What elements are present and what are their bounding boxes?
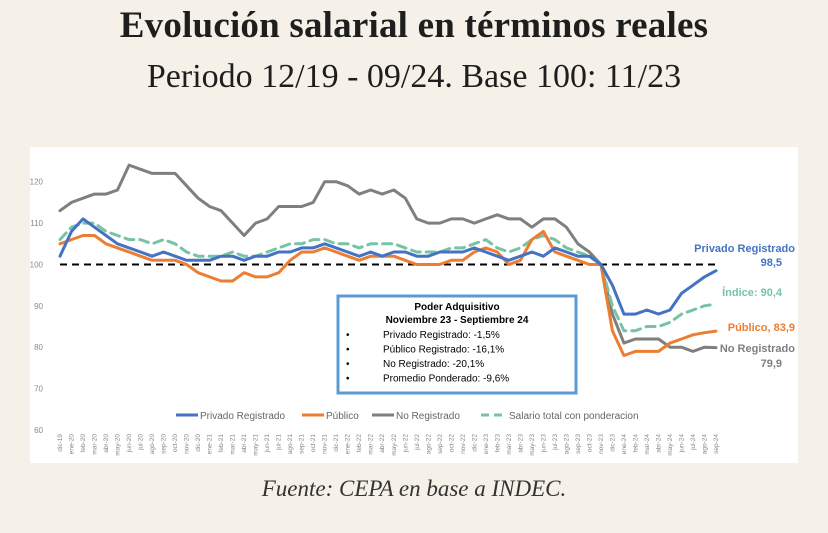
- legend-label: No Registrado: [396, 411, 460, 422]
- legend-label: Salario total con ponderacion: [509, 411, 639, 422]
- x-tick-label: may-23: [529, 434, 536, 456]
- x-tick-label: jul-22: [414, 434, 421, 451]
- annotation-period: Noviembre 23 - Septiembre 24: [386, 315, 529, 326]
- x-tick-label: sep-23: [575, 434, 582, 454]
- x-tick-label: mar-21: [230, 434, 237, 455]
- x-tick-label: feb-23: [494, 434, 501, 453]
- end-label-indice: Índice: 90,4: [722, 286, 783, 299]
- x-tick-label: dic-19: [57, 434, 64, 452]
- x-tick-label: may-21: [253, 434, 260, 456]
- x-tick-label: nov-21: [322, 434, 329, 454]
- x-tick-label: jun-24: [678, 434, 685, 453]
- x-tick-label: jun-21: [264, 434, 271, 453]
- x-tick-label: ago-24: [701, 434, 708, 455]
- x-tick-label: sep-22: [437, 434, 444, 454]
- x-tick-label: abr-22: [379, 434, 386, 453]
- x-tick-label: mar-23: [506, 434, 513, 455]
- x-tick-label: mar-24: [644, 434, 651, 455]
- x-tick-label: sep-20: [161, 434, 168, 454]
- annotation-bullet: •: [346, 345, 350, 356]
- x-tick-label: mar-20: [92, 434, 99, 455]
- annotation-box: [336, 294, 578, 395]
- x-tick-label: ene-22: [345, 434, 352, 455]
- x-tick-label: abr-23: [517, 434, 524, 453]
- x-tick-label: oct-22: [448, 434, 455, 452]
- source-note: Fuente: CEPA en base a INDEC.: [261, 476, 567, 501]
- annotation-item: Privado Registrado: -1,5%: [383, 330, 500, 341]
- annotation-item: Público Registrado: -16,1%: [383, 345, 504, 356]
- x-tick-label: jul-20: [138, 434, 145, 451]
- chart-title: Evolución salarial en términos reales: [119, 5, 709, 46]
- end-label-privado-value: 98,5: [761, 257, 782, 269]
- x-tick-label: dic-22: [471, 434, 478, 452]
- y-tick-label: 70: [34, 385, 43, 394]
- x-tick-label: sep-24: [713, 434, 720, 454]
- x-tick-label: nov-22: [460, 434, 467, 454]
- x-tick-label: ene-21: [207, 434, 214, 455]
- x-tick-label: jul-21: [276, 434, 283, 451]
- legend-label: Público: [326, 411, 359, 422]
- x-tick-label: may-20: [115, 434, 122, 456]
- y-tick-label: 90: [34, 302, 43, 311]
- annotation-item: No Registrado: -20,1%: [383, 359, 484, 370]
- end-label-no-registrado-name: No Registrado: [720, 343, 795, 355]
- x-tick-label: oct-23: [586, 434, 593, 452]
- x-tick-label: ene-20: [69, 434, 76, 455]
- x-tick-label: jun-23: [540, 434, 547, 453]
- series-line-p-blico: [58, 229, 718, 357]
- y-tick-label: 110: [30, 219, 43, 228]
- y-tick-label: 120: [30, 178, 44, 187]
- x-tick-label: abr-24: [655, 434, 662, 453]
- x-tick-label: feb-20: [80, 434, 87, 453]
- legend-label: Privado Registrado: [200, 411, 285, 422]
- end-label-publico: Público, 83,9: [728, 322, 795, 334]
- x-tick-label: abr-21: [241, 434, 248, 453]
- x-tick-label: ene-24: [621, 434, 628, 455]
- x-tick-label: ago-23: [563, 434, 570, 455]
- x-tick-label: ago-21: [287, 434, 294, 455]
- end-label-privado-name: Privado Registrado: [694, 243, 795, 255]
- x-tick-label: may-22: [391, 434, 398, 456]
- annotation-item: Promedio Ponderado: -9,6%: [383, 374, 509, 385]
- x-tick-label: sep-21: [299, 434, 306, 454]
- x-tick-label: nov-23: [598, 434, 605, 454]
- annotation-bullet: •: [346, 330, 350, 341]
- x-tick-label: oct-21: [310, 434, 317, 452]
- x-tick-label: jul-24: [690, 434, 697, 451]
- annotation-title: Poder Adquisitivo: [414, 302, 499, 313]
- x-tick-label: dic-21: [333, 434, 340, 452]
- x-tick-label: jun-22: [402, 434, 409, 453]
- y-tick-label: 80: [34, 343, 43, 352]
- line-chart: 60 70 80 90 100 110 120 dic-19 ene-20 feb-20 mar-2…: [30, 163, 795, 456]
- series-line-privado-registrado: [58, 217, 718, 316]
- annotation-bullet: •: [346, 374, 350, 385]
- annotation-bullet: •: [346, 359, 350, 370]
- x-tick-label: oct-20: [172, 434, 179, 452]
- x-tick-label: dic-23: [609, 434, 616, 452]
- x-tick-label: feb-24: [632, 434, 639, 453]
- x-tick-label: dic-20: [195, 434, 202, 452]
- x-tick-label: may-24: [667, 434, 674, 456]
- x-tick-label: ago-22: [425, 434, 432, 455]
- x-tick-label: ene-23: [483, 434, 490, 455]
- chart-subtitle: Periodo 12/19 - 09/24. Base 100: 11/23: [146, 58, 682, 95]
- x-tick-label: mar-22: [368, 434, 375, 455]
- end-label-no-registrado-value: 79,9: [761, 358, 782, 370]
- y-tick-label: 60: [34, 426, 43, 435]
- series-line-salario-total-con-ponderacion: [58, 221, 718, 333]
- x-tick-label: feb-22: [356, 434, 363, 453]
- x-tick-label: jun-20: [126, 434, 133, 453]
- x-tick-label: jul-23: [552, 434, 559, 451]
- x-tick-label: nov-20: [184, 434, 191, 454]
- chart-panel: 60 70 80 90 100 110 120 dic-19 ene-20 feb-20 mar-2…: [30, 147, 798, 463]
- x-tick-label: ago-20: [149, 434, 156, 455]
- x-tick-label: feb-21: [218, 434, 225, 453]
- x-tick-label: abr-20: [103, 434, 110, 453]
- y-tick-label: 100: [30, 260, 44, 269]
